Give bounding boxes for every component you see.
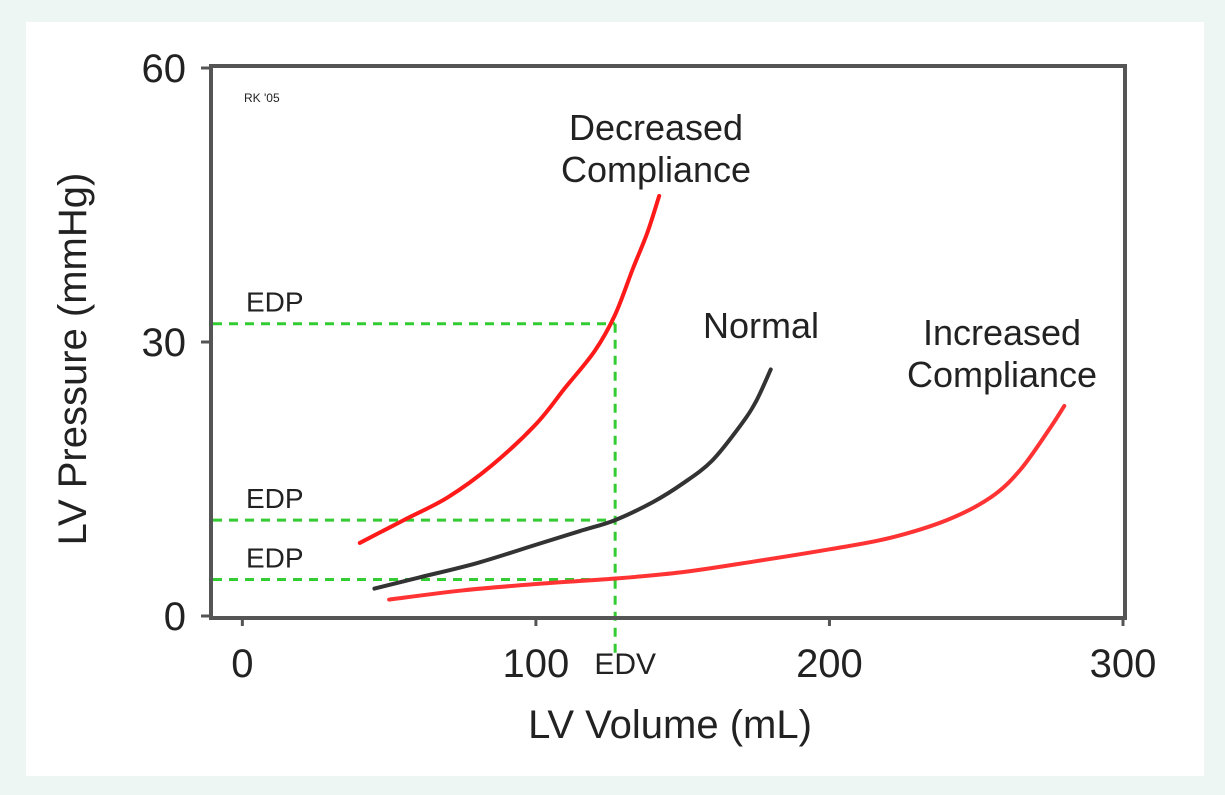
watermark: RK '05 [244, 91, 280, 105]
x-tick-label: 200 [796, 642, 863, 686]
edp-label: EDP [246, 287, 304, 318]
edp-label: EDP [246, 483, 304, 514]
decreased-compliance-label-line: Compliance [561, 149, 751, 190]
annotations: RK '05 LV Volume (mL) LV Pressure (mmHg)… [51, 91, 1097, 747]
y-tick-label: 30 [142, 321, 187, 365]
axis-ticks: 0 100 200 300 0 30 60 [142, 47, 1157, 686]
x-tick-label: 300 [1090, 642, 1157, 686]
edv-label: EDV [594, 648, 656, 681]
y-tick-label: 0 [164, 595, 186, 639]
reference-lines: EDV EDP EDP EDP [213, 287, 656, 681]
normal-label-line: Normal [703, 305, 819, 346]
pressure-volume-chart: EDV EDP EDP EDP 0 100 200 300 0 30 60 RK '05 LV V… [51, 47, 1157, 747]
decreased-compliance-label-line: Decreased [569, 107, 743, 148]
x-tick-label: 0 [231, 642, 253, 686]
y-tick-label: 60 [142, 47, 187, 91]
increased-compliance-label: Increased Compliance [907, 312, 1097, 395]
normal-curve [372, 367, 773, 591]
x-axis-label: LV Volume (mL) [528, 703, 812, 747]
edp-label: EDP [246, 542, 304, 573]
decreased-compliance-label: Decreased Compliance [561, 107, 751, 190]
y-axis-label: LV Pressure (mmHg) [51, 173, 95, 546]
chart-panel: EDV EDP EDP EDP 0 100 200 300 0 30 60 RK '05 LV V… [26, 22, 1204, 776]
curves [357, 193, 1067, 602]
increased-compliance-curve [387, 403, 1067, 602]
x-tick-label: 100 [503, 642, 570, 686]
increased-compliance-label-line: Increased [923, 312, 1081, 353]
increased-compliance-label-line: Compliance [907, 354, 1097, 395]
decreased-compliance-curve [357, 193, 662, 545]
normal-label: Normal [703, 305, 819, 346]
